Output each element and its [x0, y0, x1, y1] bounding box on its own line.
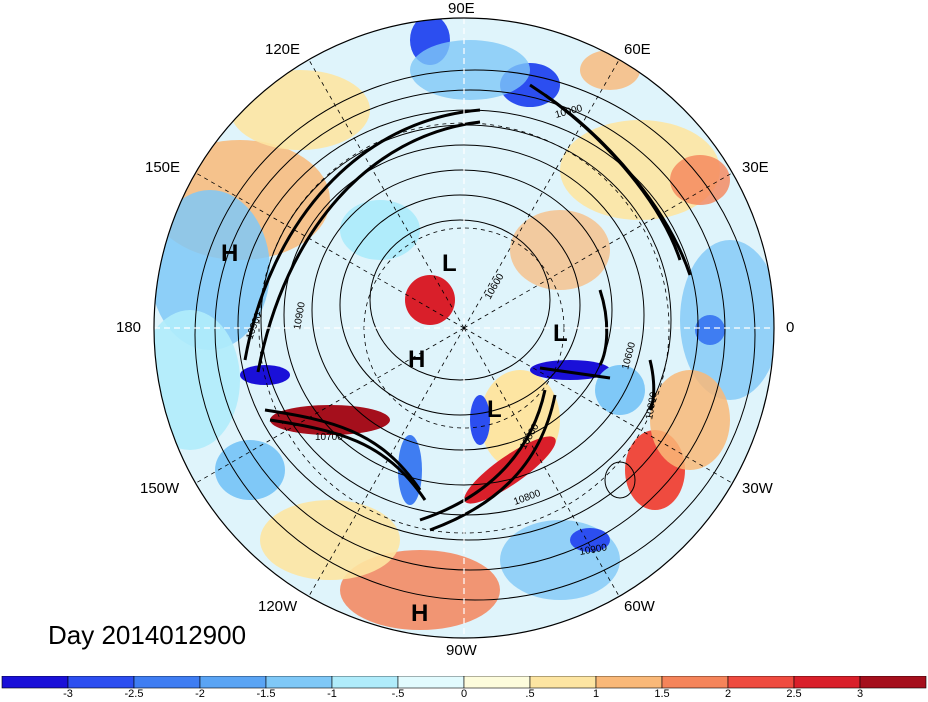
colorbar-tick-label: -1 [327, 688, 337, 700]
colorbar-swatch [133, 676, 201, 689]
lon-label-0: 0 [786, 319, 795, 336]
contour-label: 10900 [292, 301, 308, 331]
colorbar-tick-label: -1.5 [256, 688, 276, 700]
lon-label-60e: 60E [624, 41, 651, 58]
colorbar-swatch [67, 676, 135, 689]
lon-label-150e: 150E [145, 159, 181, 176]
high-pressure-marker: H [408, 346, 426, 373]
contour-label: 10900 [579, 542, 609, 558]
date-title: Day 2014012900 [48, 620, 247, 650]
colorbar-tick-label: -2.5 [124, 688, 144, 700]
lon-label-30e: 30E [742, 159, 769, 176]
colorbar-tick-label: .5 [525, 688, 535, 700]
lon-label-120w: 120W [258, 598, 298, 615]
colorbar-tick-label: -2 [195, 688, 205, 700]
colorbar-swatch [727, 676, 795, 689]
low-pressure-marker: L [442, 250, 457, 277]
colorbar-swatch [595, 676, 663, 689]
contour-label: 10700 [315, 432, 343, 443]
colorbar-tick-label: 1 [592, 688, 600, 700]
colorbar-swatch [661, 676, 729, 689]
high-pressure-marker: H [411, 600, 429, 627]
lon-label-180: 180 [116, 319, 142, 336]
colorbar-tick-label: 2.5 [786, 688, 802, 700]
low-pressure-marker: L [553, 320, 568, 347]
colorbar-tick-label: 1.5 [654, 688, 670, 700]
lon-label-90e: 90E [448, 0, 475, 17]
colorbar-swatch [199, 676, 267, 689]
low-pressure-marker: L [487, 396, 502, 423]
colorbar-tick-label: 3 [856, 688, 864, 700]
contour-label: 10800 [644, 391, 660, 421]
lon-label-120e: 120E [265, 41, 301, 58]
colorbar-swatch [331, 676, 399, 689]
lon-label-90w: 90W [446, 642, 477, 659]
colorbar-tick-label: 2 [724, 688, 732, 700]
height-contours [194, 69, 756, 601]
colorbar-swatch [793, 676, 861, 689]
lon-label-60w: 60W [624, 598, 655, 615]
anomaly-field [154, 18, 774, 638]
high-pressure-marker: H [221, 240, 239, 267]
colorbar-swatch [529, 676, 597, 689]
colorbar-tick-label: 0 [460, 688, 468, 700]
lon-label-150w: 150W [140, 480, 180, 497]
colorbar-swatch [265, 676, 333, 689]
colorbar-tick-label: -3 [63, 688, 73, 700]
colorbar-swatch [859, 676, 927, 689]
colorbar [1, 676, 927, 689]
graticule [154, 18, 774, 638]
colorbar-tick-label: -.5 [391, 688, 405, 700]
lon-label-30w: 30W [742, 480, 773, 497]
colorbar-swatch [397, 676, 465, 689]
colorbar-swatch [1, 676, 69, 689]
jet-contours [243, 83, 692, 532]
map-boundary [153, 17, 775, 639]
colorbar-swatch [463, 676, 531, 689]
